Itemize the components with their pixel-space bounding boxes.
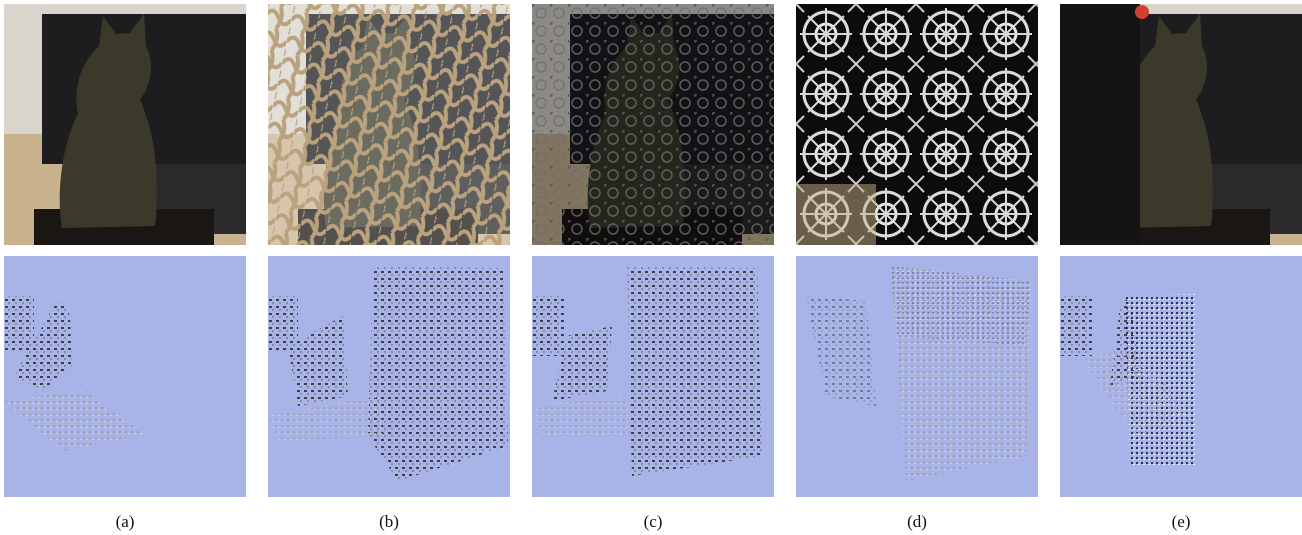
- pointcloud-d: [796, 256, 1038, 497]
- pointcloud-a: [4, 256, 246, 497]
- caption: (a): [116, 512, 135, 531]
- pointcloud-c: [532, 256, 774, 497]
- photo-b: [268, 4, 510, 245]
- caption: (e): [1172, 512, 1191, 531]
- caption: (d): [907, 512, 927, 531]
- pointcloud-b: [268, 256, 510, 497]
- caption: (c): [644, 512, 663, 531]
- caption: (b): [379, 512, 399, 531]
- photo-a: [4, 4, 246, 245]
- page: (a) (b) (c) (d) (e) (() => { const data …: [0, 0, 1302, 535]
- photo-c: [532, 4, 774, 245]
- photo-d: [796, 4, 1038, 245]
- photo-e: [1060, 4, 1302, 245]
- pointcloud-e: [1060, 256, 1302, 497]
- figure: (a) (b) (c) (d) (e): [0, 0, 1302, 535]
